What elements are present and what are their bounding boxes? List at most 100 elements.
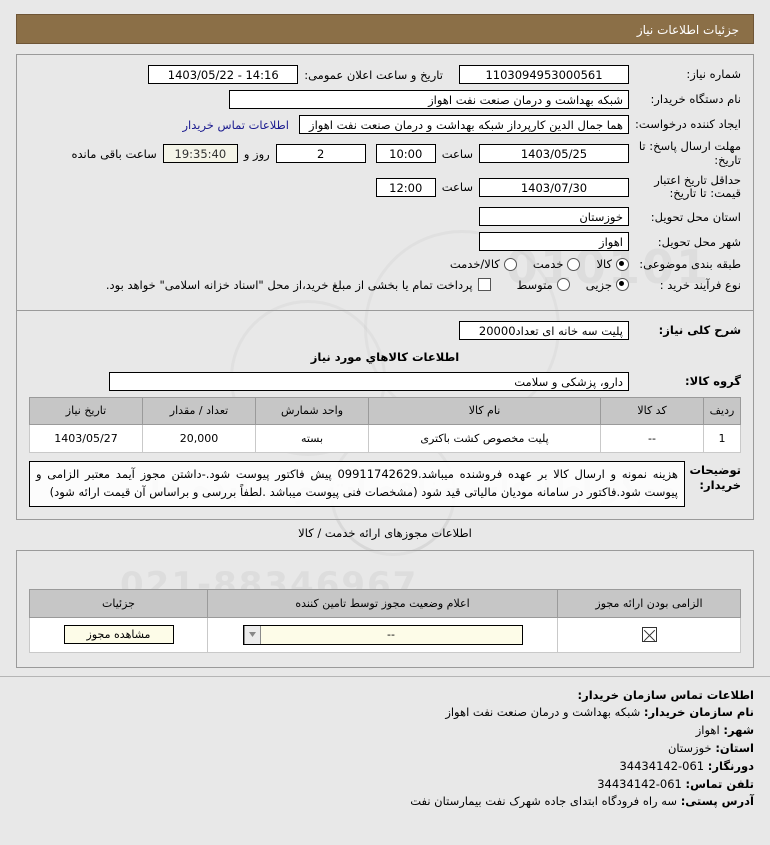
goods-information-panel: شرح کلی نیاز: پلیت سه خانه ای تعداد20000… (16, 310, 754, 520)
purchase-type-radio-group: جزیی متوسط (501, 278, 629, 292)
need-summary-label: شرح کلی نیاز: (658, 323, 741, 338)
contact-key: تلفن تماس: (685, 776, 754, 791)
cell-quantity: 20,000 (142, 423, 256, 453)
radio-unselected-icon[interactable] (556, 278, 570, 292)
permits-panel: الزامی بودن ارائه مجوز اعلام وضعیت مجوز … (16, 549, 754, 668)
validity-label: حداقل تاریخ اعتبار قیمت: تا تاریخ: (654, 172, 741, 201)
need-number-label: شماره نیاز: (686, 67, 741, 82)
row-creator: ایجاد کننده درخواست: هما جمال الدین کارپ… (29, 115, 741, 134)
table-row: 1 -- پلیت مخصوص کشت باکتری بسته 20,000 1… (29, 423, 741, 453)
goods-table-header-row: ردیف کد کالا نام کالا واحد شمارش تعداد /… (29, 396, 741, 425)
purchase-type-option-label: جزیی (585, 277, 612, 292)
cell-row: 1 (703, 423, 741, 453)
radio-unselected-icon[interactable] (567, 257, 581, 271)
permits-table-header-row: الزامی بودن ارائه مجوز اعلام وضعیت مجوز … (29, 588, 741, 618)
contact-value: سه راه فرودگاه ابتدای جاده شهرک نفت بیما… (410, 794, 678, 809)
deadline-date-value: 1403/05/25 (479, 144, 629, 164)
goods-section-title: اطلاعات کالاهاي مورد نیاز (310, 349, 460, 364)
days-word-label: روز و (243, 146, 270, 161)
cell-name: پلیت مخصوص کشت باکتری (368, 423, 601, 453)
row-buyer-org: نام دستگاه خریدار: شبکه بهداشت و درمان ص… (29, 90, 741, 109)
contact-key: آدرس پستی: (680, 794, 754, 809)
city-value: اهواز (479, 232, 629, 252)
col-code: کد کالا (600, 396, 704, 425)
col-permit-required: الزامی بودن ارائه مجوز (557, 588, 741, 618)
classification-option-kala[interactable]: کالا (596, 257, 629, 271)
goods-table: ردیف کد کالا نام کالا واحد شمارش تعداد /… (29, 396, 741, 453)
contact-key: نام سازمان خریدار: (643, 705, 754, 720)
col-unit: واحد شمارش (255, 396, 369, 425)
creator-label: ایجاد کننده درخواست: (635, 116, 741, 131)
remaining-suffix-label: ساعت باقی مانده (71, 146, 157, 161)
goods-group-label: گروه کالا: (685, 374, 741, 389)
row-purchase-type: نوع فرآیند خرید : جزیی متوسط پرداخت تمام… (29, 278, 741, 292)
classification-radio-group: کالا خدمت کالا/خدمت (434, 257, 629, 271)
deadline-hour-value: 10:00 (375, 144, 436, 164)
purchase-type-option-jozei[interactable]: جزیی (586, 278, 629, 292)
announce-datetime-label: تاریخ و ساعت اعلان عمومی: (304, 67, 443, 82)
need-information-panel: شماره نیاز: 1103094953000561 تاریخ و ساع… (16, 54, 754, 311)
permit-status-value: -- (387, 627, 395, 641)
permits-table: الزامی بودن ارائه مجوز اعلام وضعیت مجوز … (29, 588, 741, 653)
buyer-org-value: شبکه بهداشت و درمان صنعت نفت اهواز (229, 90, 629, 109)
creator-value: هما جمال الدین کارپرداز شبکه بهداشت و در… (299, 115, 629, 134)
view-permit-button[interactable]: مشاهده مجوز (63, 625, 174, 645)
page-title: جزئیات اطلاعات نیاز (16, 14, 754, 44)
buyer-contact-section: اطلاعات تماس سازمان خریدار: نام سازمان خ… (0, 687, 770, 822)
col-need-date: تاریخ نیاز (29, 396, 143, 425)
col-permit-details: جزئیات (29, 588, 208, 618)
need-summary-value: پلیت سه خانه ای تعداد20000 (459, 320, 629, 340)
radio-selected-icon[interactable] (616, 278, 629, 292)
validity-hour-value: 12:00 (375, 177, 436, 197)
goods-group-value: دارو، پزشکی و سلامت (109, 371, 629, 391)
row-price-validity: حداقل تاریخ اعتبار قیمت: تا تاریخ: 1403/… (29, 172, 741, 202)
treasury-checkbox-label: پرداخت تمام یا بخشی از مبلغ خرید،از محل … (105, 277, 473, 292)
row-delivery-city: شهر محل تحویل: اهواز (29, 232, 741, 252)
buyer-contact-link[interactable]: اطلاعات تماس خریدار (182, 117, 289, 132)
contact-key: دورنگار: (707, 758, 754, 773)
city-label: شهر محل تحویل: (657, 234, 741, 249)
page-root: جزئیات اطلاعات نیاز شماره نیاز: 11030949… (0, 0, 770, 668)
cell-need-date: 1403/05/27 (29, 423, 143, 453)
row-need-number: شماره نیاز: 1103094953000561 تاریخ و ساع… (29, 65, 741, 84)
contact-item-province: استان: خوزستان (16, 740, 754, 758)
row-classification: طبقه بندی موضوعی: کالا خدمت کالا/خدمت (29, 257, 741, 271)
classification-option-label: کالا/خدمت (449, 257, 500, 272)
chevron-down-icon[interactable] (243, 625, 261, 644)
cell-unit: بسته (255, 423, 369, 453)
contact-item-fax: دورنگار: 34434142-061 (16, 758, 754, 776)
contact-value: 34434142-061 (597, 776, 682, 791)
contact-item-org: نام سازمان خریدار: شبکه بهداشت و درمان ص… (16, 704, 754, 722)
buyer-notes-label: توضیحات خریدار: (689, 462, 742, 493)
permits-caption: اطلاعات مجوزهای ارائه خدمت / کالا (298, 525, 472, 540)
treasury-checkbox[interactable] (477, 278, 491, 292)
cell-permit-status: -- (207, 616, 558, 653)
contact-item-phone: تلفن تماس: 34434142-061 (16, 776, 754, 794)
footer-divider (0, 675, 770, 677)
table-row: -- مشاهده مجوز (29, 616, 741, 653)
deadline-label: مهلت ارسال پاسخ: تا تاریخ: (638, 139, 741, 167)
province-label: استان محل تحویل: (650, 209, 741, 224)
announce-datetime-value: 1403/05/22 - 14:16 (148, 65, 299, 84)
purchase-type-option-label: متوسط (516, 277, 553, 292)
x-checkbox-icon (641, 627, 657, 643)
radio-selected-icon[interactable] (616, 257, 629, 271)
buyer-org-label: نام دستگاه خریدار: (650, 92, 741, 107)
days-remaining-value: 2 (275, 144, 366, 164)
cell-code: -- (600, 423, 704, 453)
permit-status-select[interactable]: -- (242, 624, 523, 645)
contact-value: 34434142-061 (619, 758, 705, 773)
classification-option-label: کالا (596, 257, 612, 272)
purchase-type-option-motevaset[interactable]: متوسط (517, 278, 570, 292)
contact-heading: اطلاعات تماس سازمان خریدار: (577, 687, 754, 702)
col-row: ردیف (703, 396, 741, 425)
radio-unselected-icon[interactable] (503, 257, 517, 271)
classification-option-khedmat[interactable]: خدمت (533, 257, 581, 271)
classification-option-label: خدمت (532, 257, 564, 272)
buyer-notes-row: توضیحات خریدار: هزینه نمونه و ارسال کالا… (29, 460, 742, 507)
cell-permit-required (557, 616, 741, 653)
classification-option-kala-khedmat[interactable]: کالا/خدمت (450, 257, 517, 271)
classification-label: طبقه بندی موضوعی: (639, 257, 741, 272)
contact-value: شبکه بهداشت و درمان صنعت نفت اهواز (445, 705, 641, 720)
need-number-value: 1103094953000561 (459, 65, 629, 84)
